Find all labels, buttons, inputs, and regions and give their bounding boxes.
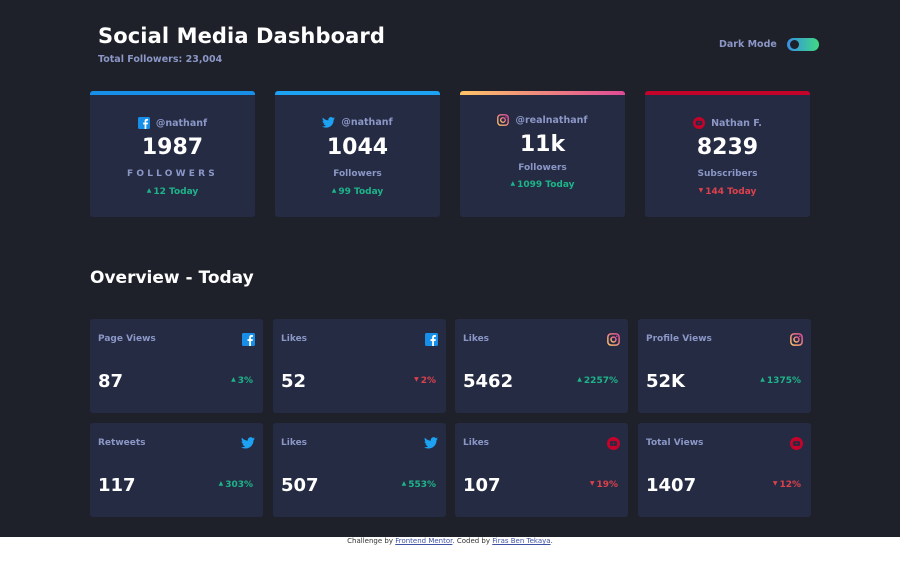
overview-card-profile-views[interactable]: Profile Views 52K ▲ 1375% [638,319,811,413]
arrow-up-icon: ▲ [760,376,765,383]
dark-mode-label: Dark Mode [719,39,777,50]
card-unit: Subscribers [697,169,758,179]
twitter-icon [424,437,438,449]
overview-value: 1407 [646,475,697,496]
overview-change: ▲ 303% [218,480,253,490]
overview-value: 107 [463,475,501,496]
instagram-icon [790,333,803,346]
footer-middle: . Coded by [452,537,493,545]
dark-mode-toggle[interactable] [786,38,819,51]
overview-value: 52 [281,371,307,392]
arrow-up-icon: ▲ [146,187,152,194]
instagram-icon [497,114,510,126]
arrow-up-icon: ▲ [331,187,337,194]
total-followers: Total Followers: 23,004 [98,54,223,65]
youtube-card[interactable]: Nathan F. 8239 Subscribers ▼ 144 Today [645,91,810,217]
overview-card-total-views[interactable]: Total Views 1407 ▼ 12% [638,423,811,517]
card-today: ▲ 12 Today [146,187,199,197]
twitter-icon [241,437,255,449]
twitter-icon [322,117,336,128]
overview-card-youtube-likes[interactable]: Likes 107 ▼ 19% [455,423,628,517]
card-handle: @realnathanf [515,114,588,126]
overview-title: Overview - Today [90,268,254,288]
footer-prefix: Challenge by [347,537,396,545]
overview-label: Likes [463,438,490,448]
card-top-bar [460,91,625,95]
overview-label: Retweets [98,438,146,448]
overview-card-facebook-likes[interactable]: Likes 52 ▼ 2% [273,319,446,413]
overview-label: Likes [281,438,308,448]
arrow-down-icon: ▼ [589,480,595,487]
arrow-up-icon: ▲ [401,480,407,487]
card-unit: Followers [333,169,382,179]
youtube-icon [693,117,706,129]
overview-change: ▼ 12% [772,480,801,490]
overview-label: Likes [281,334,308,344]
footer-suffix: . [550,537,553,545]
overview-label: Total Views [646,438,704,448]
card-top-bar [645,91,810,95]
overview-change: ▲ 553% [401,480,436,490]
card-top-bar [90,91,255,95]
arrow-up-icon: ▲ [218,480,224,487]
card-today: ▲ 1099 Today [510,180,575,190]
card-handle-row: @nathanf [275,117,440,128]
arrow-down-icon: ▼ [698,187,704,194]
arrow-up-icon: ▲ [231,376,236,383]
attribution-footer: Challenge by Frontend Mentor. Coded by F… [0,537,900,563]
card-handle: @nathanf [341,117,393,128]
card-handle-row: Nathan F. [645,117,810,129]
overview-label: Page Views [98,334,156,344]
overview-card-twitter-likes[interactable]: Likes 507 ▲ 553% [273,423,446,517]
frontend-mentor-link[interactable]: Frontend Mentor [395,537,453,545]
card-count: 8239 [696,135,759,160]
overview-value: 87 [98,371,124,392]
facebook-icon [242,333,255,346]
facebook-icon [425,333,438,346]
instagram-icon [607,333,620,346]
arrow-up-icon: ▲ [577,376,582,383]
card-unit: FOLLOWERS [127,169,218,179]
toggle-knob [789,40,799,49]
overview-label: Profile Views [646,334,712,344]
overview-change: ▲ 3% [231,376,253,386]
overview-change: ▲ 1375% [760,376,801,386]
overview-value: 507 [281,475,319,496]
arrow-up-icon: ▲ [510,180,516,187]
overview-label: Likes [463,334,490,344]
card-today: ▲ 99 Today [331,187,384,197]
page-title: Social Media Dashboard [98,24,386,48]
overview-value: 5462 [463,371,514,392]
overview-card-page-views[interactable]: Page Views 87 ▲ 3% [90,319,263,413]
twitter-card[interactable]: @nathanf 1044 Followers ▲ 99 Today [275,91,440,217]
overview-card-instagram-likes[interactable]: Likes 5462 ▲ 2257% [455,319,628,413]
arrow-down-icon: ▼ [414,376,419,383]
author-link[interactable]: Firas Ben Tekaya [492,537,551,545]
facebook-card[interactable]: @nathanf 1987 FOLLOWERS ▲ 12 Today [90,91,255,217]
overview-card-retweets[interactable]: Retweets 117 ▲ 303% [90,423,263,517]
dashboard-app: Social Media Dashboard Total Followers: … [0,0,900,537]
card-handle: Nathan F. [711,117,762,129]
card-today: ▼ 144 Today [698,187,757,197]
arrow-down-icon: ▼ [772,480,778,487]
dark-mode-control: Dark Mode [719,38,819,51]
card-count: 1987 [141,135,204,160]
overview-value: 52K [646,371,685,392]
card-handle-row: @realnathanf [460,114,625,126]
card-handle-row: @nathanf [90,117,255,129]
youtube-icon [790,437,803,450]
overview-value: 117 [98,475,136,496]
card-count: 1044 [326,135,389,160]
overview-change: ▲ 2257% [577,376,618,386]
card-count: 11k [519,132,566,157]
card-top-bar [275,91,440,95]
facebook-icon [137,117,150,129]
card-unit: Followers [518,163,567,173]
youtube-icon [607,437,620,450]
card-handle: @nathanf [155,117,208,129]
overview-change: ▼ 19% [589,480,618,490]
overview-change: ▼ 2% [414,376,436,386]
instagram-card[interactable]: @realnathanf 11k Followers ▲ 1099 Today [460,91,625,217]
